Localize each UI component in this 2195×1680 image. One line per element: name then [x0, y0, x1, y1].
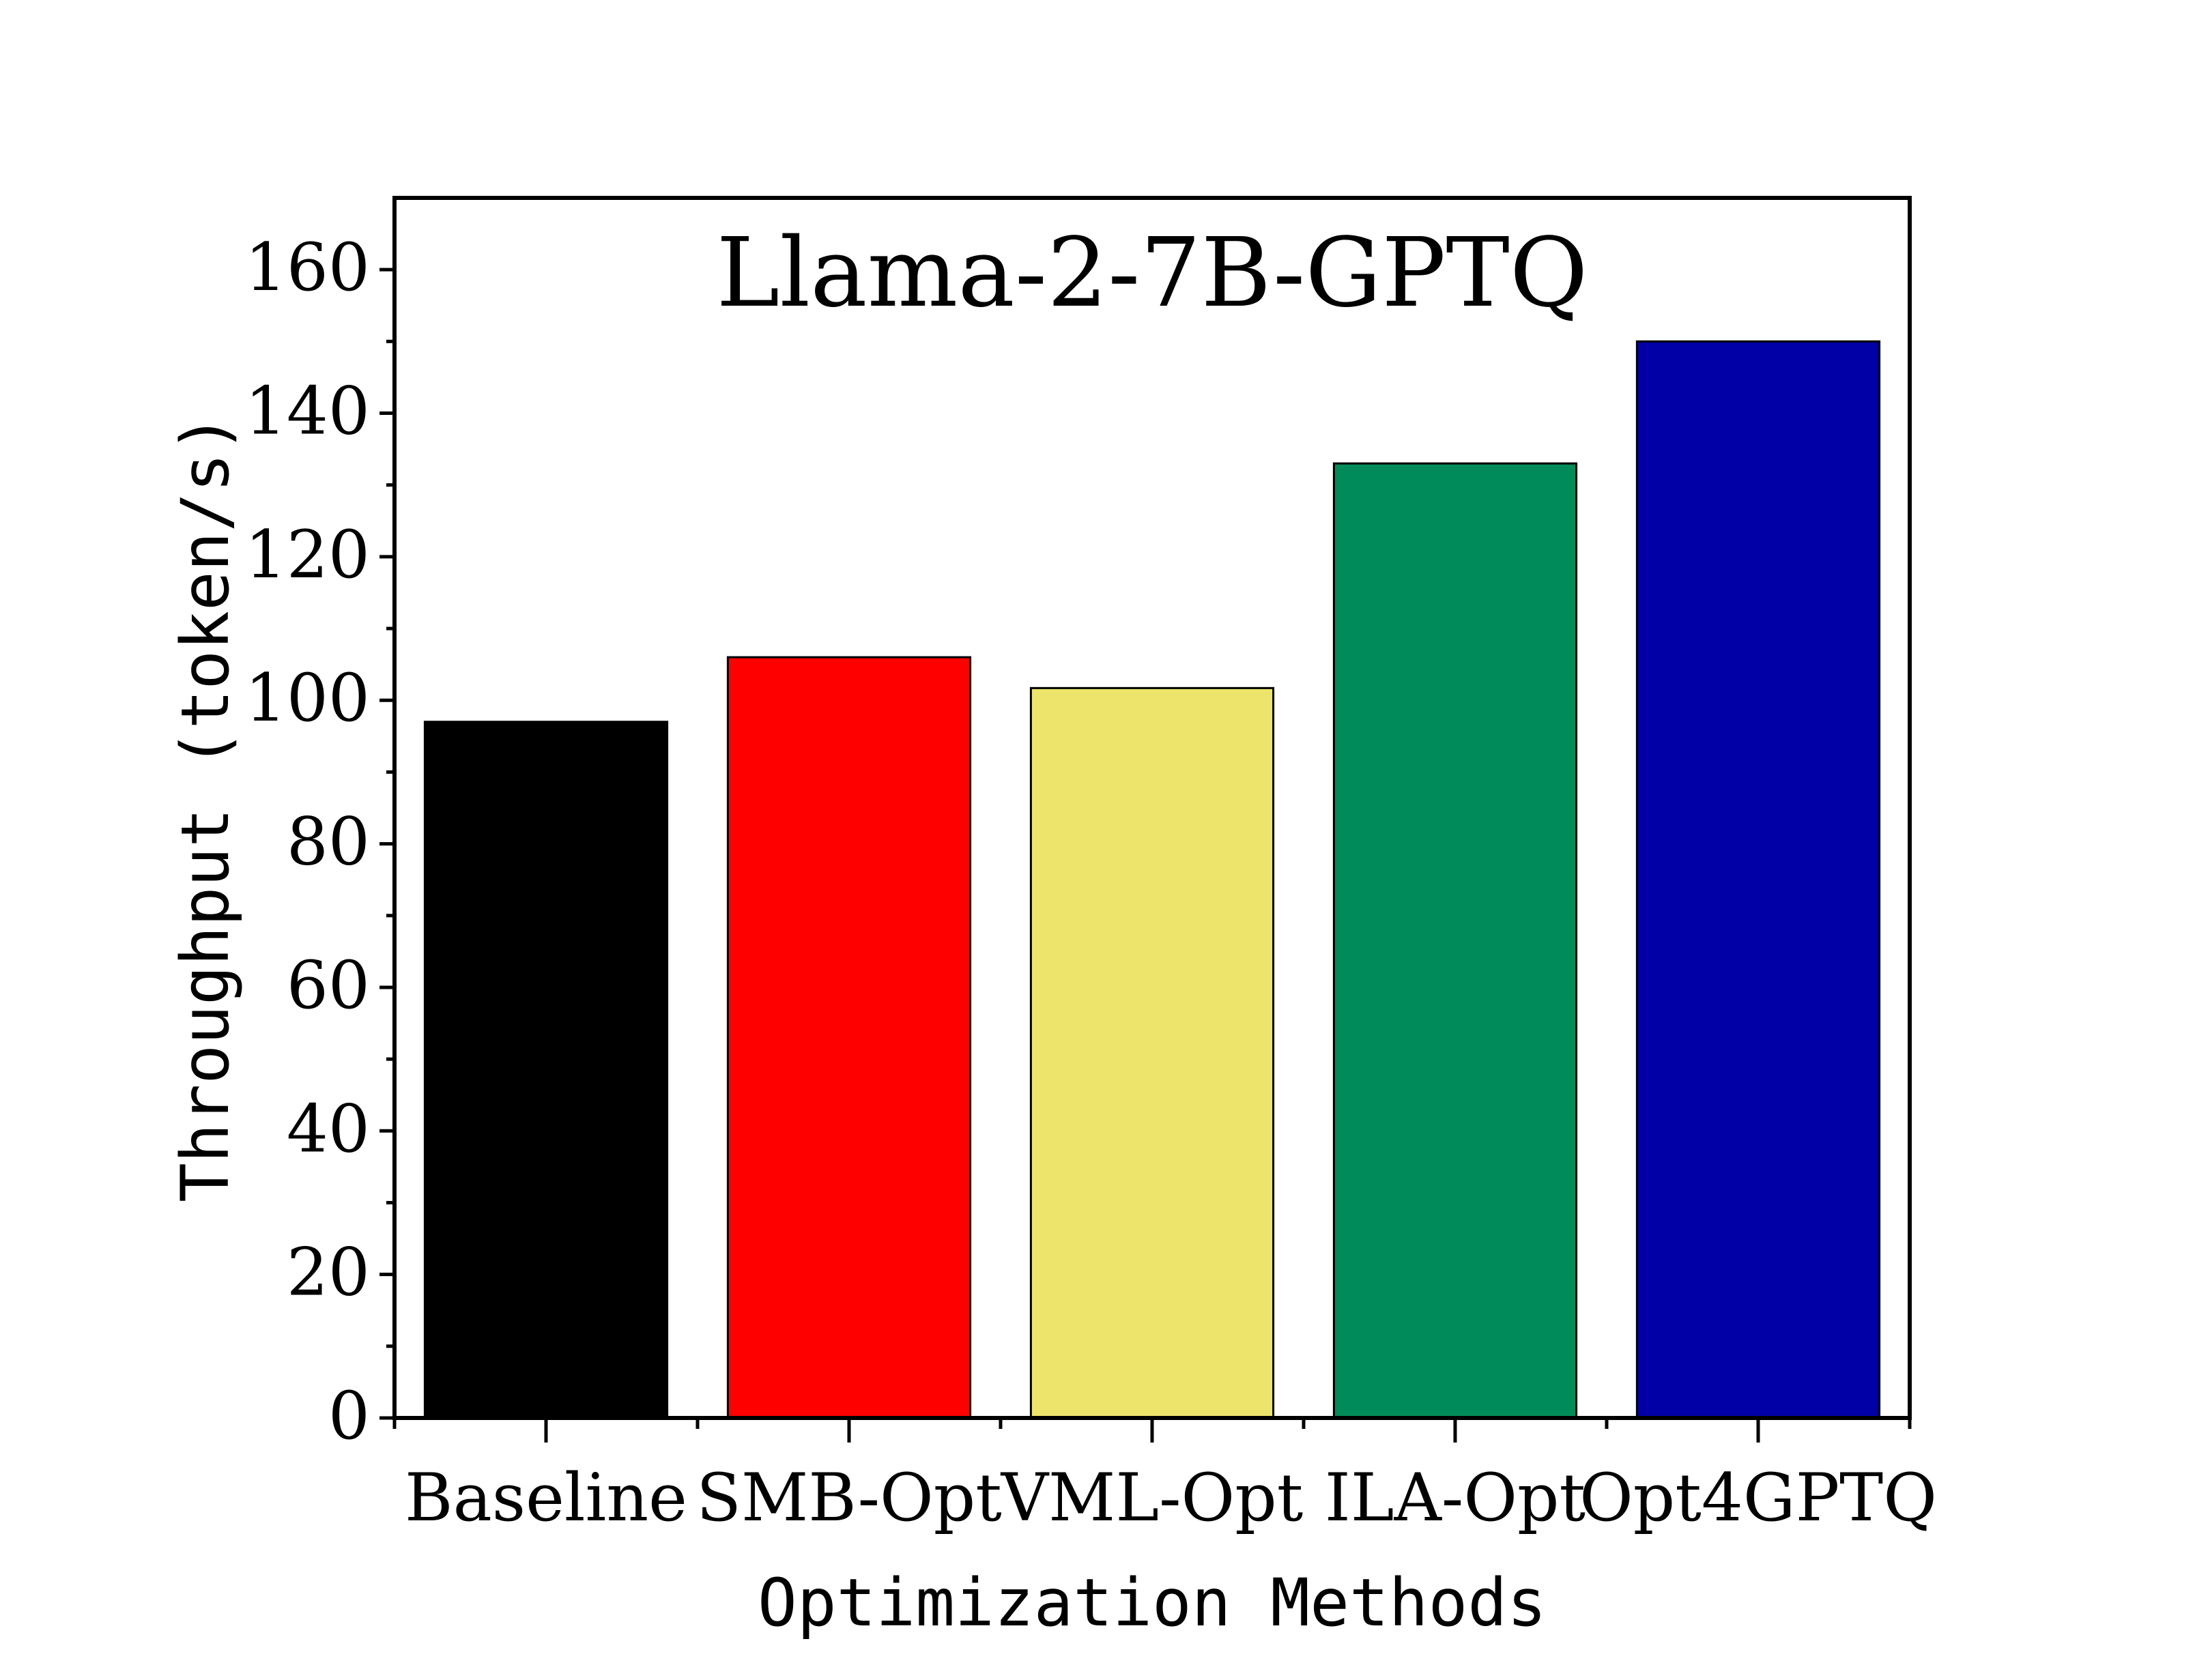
plot-frame: [392, 196, 1912, 1420]
chart-title: Llama-2-7B-GPTQ: [716, 218, 1588, 329]
y-axis: 0 20 40 60 80 100 120 140 160: [245, 229, 394, 1454]
y-tick-label: 100: [245, 660, 370, 736]
x-tick-label: SMB-Opt: [696, 1460, 1002, 1536]
bars-layer: [423, 340, 1881, 1419]
x-axis-title: Optimization Methods: [758, 1565, 1547, 1641]
bar-ila-opt: [1332, 462, 1578, 1419]
x-tick-label: Opt4GPTQ: [1579, 1460, 1937, 1536]
x-tick-label: VML-Opt: [1001, 1460, 1304, 1536]
bar-baseline: [423, 721, 669, 1419]
x-tick-label: ILA-Opt: [1325, 1460, 1586, 1536]
x-tick-label: Baseline: [405, 1460, 687, 1536]
y-tick-label: 0: [328, 1378, 370, 1454]
y-tick-label: 20: [287, 1234, 370, 1311]
y-axis-title: Throughput (token/s): [167, 414, 244, 1202]
y-tick-label: 120: [245, 517, 370, 593]
y-tick-label: 40: [287, 1090, 370, 1167]
y-tick-label: 140: [245, 373, 370, 450]
y-tick-label: 60: [287, 947, 370, 1024]
bar-opt4gptq: [1635, 340, 1881, 1419]
bar-smb-opt: [726, 656, 972, 1419]
bar-vml-opt: [1029, 686, 1275, 1419]
y-tick-label: 80: [287, 804, 370, 880]
y-tick-label: 160: [245, 229, 370, 306]
